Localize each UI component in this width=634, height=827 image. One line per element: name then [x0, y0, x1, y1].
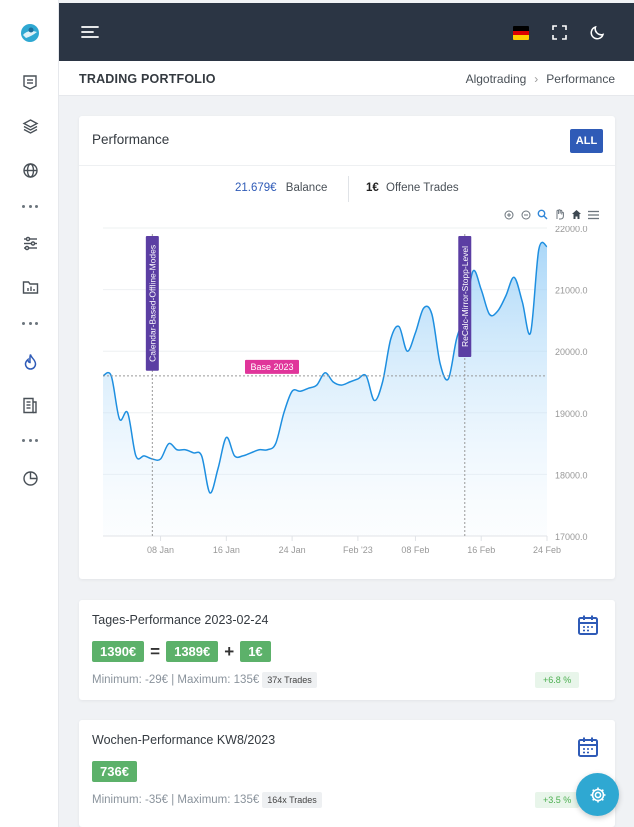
y-tick-label: 18000.0 [555, 470, 588, 480]
daily-minmax-row: Minimum: -29€ | Maximum: 135€ 37x Trades [92, 672, 317, 688]
x-tick-label: 16 Jan [213, 545, 240, 555]
calendar-icon[interactable] [577, 614, 599, 641]
balance-value: 21.679€ [235, 182, 277, 194]
card-divider [79, 165, 615, 166]
y-tick-label: 17000.0 [555, 532, 588, 542]
breadcrumb-item-performance: Performance [546, 72, 615, 86]
breadcrumb-separator: › [534, 72, 539, 86]
balance-label: Balance [285, 182, 328, 194]
annotation-label-box [145, 236, 159, 371]
layers-icon[interactable] [19, 115, 41, 137]
all-range-button[interactable]: ALL [570, 129, 603, 153]
weekly-minmax-text: Minimum: -35€ | Maximum: 135€ [92, 794, 260, 806]
base-label: Base 2023 [250, 362, 293, 372]
selection-zoom-icon[interactable] [537, 209, 548, 220]
annotation-label: ReCalc-Mirror-Stopp-Level [460, 246, 470, 347]
section-divider-dots [22, 320, 38, 326]
series-line [102, 241, 548, 494]
performance-card: Performance ALL 21.679€ Balance 1€ Offen… [79, 116, 615, 579]
weekly-performance-equation: 736€ [92, 761, 137, 782]
settings-fab-button[interactable] [576, 773, 619, 816]
performance-card-title: Performance [92, 132, 170, 147]
x-tick-label: 08 Jan [147, 545, 174, 555]
weekly-performance-title: Wochen-Performance KW8/2023 [92, 733, 276, 747]
page-title: TRADING PORTFOLIO [79, 72, 216, 86]
x-tick-label: Feb '23 [343, 545, 373, 555]
globe-icon[interactable] [19, 159, 41, 181]
y-tick-label: 21000.0 [555, 286, 588, 296]
breadcrumb-item-algotrading[interactable]: Algotrading [465, 72, 527, 86]
fullscreen-icon[interactable] [552, 25, 567, 45]
daily-trades-pill: 37x Trades [262, 672, 317, 688]
chart-menu-icon[interactable] [588, 209, 599, 220]
pie-chart-icon[interactable] [19, 467, 41, 489]
stat-divider [348, 176, 349, 202]
base-label-box [245, 359, 299, 374]
performance-chart: 22000.0 21000.0 20000.0 19000.0 18000.0 17000… [102, 226, 588, 555]
zoom-out-icon[interactable] [520, 209, 531, 220]
section-divider-dots [22, 437, 38, 443]
dark-mode-moon-icon[interactable] [590, 24, 606, 45]
folder-chart-icon[interactable] [19, 276, 41, 298]
x-tick-label: 24 Jan [279, 545, 306, 555]
weekly-total-badge: 736€ [92, 761, 137, 782]
pan-hand-icon[interactable] [554, 209, 565, 220]
y-tick-label: 19000.0 [555, 409, 588, 419]
daily-closed-badge: 1389€ [166, 641, 219, 662]
dashboard-icon[interactable] [19, 71, 41, 93]
open-trades-label: Offene Trades [386, 182, 459, 194]
flame-icon[interactable] [19, 350, 41, 372]
breadcrumb: Algotrading › Performance [466, 72, 615, 86]
y-tick-label: 20000.0 [555, 347, 588, 357]
daily-performance-card: Tages-Performance 2023-02-24 1390€ = 138… [79, 600, 615, 700]
calendar-icon[interactable] [577, 736, 599, 763]
daily-open-badge: 1€ [240, 641, 271, 662]
report-icon[interactable] [19, 394, 41, 416]
annotation-label-box [458, 236, 472, 357]
weekly-trades-pill: 164x Trades [262, 792, 322, 808]
daily-minmax-text: Minimum: -29€ | Maximum: 135€ [92, 674, 260, 686]
x-tick-label: 24 Feb [533, 545, 561, 555]
open-trades-value: 1€ [366, 182, 379, 194]
section-divider-dots [22, 203, 38, 209]
zoom-in-icon[interactable] [503, 209, 514, 220]
x-tick-label: 08 Feb [401, 545, 429, 555]
chart-toolbar [503, 209, 599, 220]
app-logo-icon[interactable] [19, 22, 41, 44]
annotation-label: Calendar-Based-Offline-Modes [147, 245, 157, 362]
top-navbar [59, 3, 634, 61]
x-tick-label: 16 Feb [467, 545, 495, 555]
reset-home-icon[interactable] [571, 209, 582, 220]
weekly-percent-badge: +3.5 % [535, 792, 580, 808]
equals-sign: = [150, 641, 161, 661]
menu-toggle-icon[interactable] [81, 25, 99, 44]
weekly-minmax-row: Minimum: -35€ | Maximum: 135€ 164x Trade… [92, 792, 322, 808]
daily-total-badge: 1390€ [92, 641, 145, 662]
german-flag-icon[interactable] [513, 26, 529, 40]
balance-stat: 21.679€ Balance [235, 182, 327, 194]
daily-performance-equation: 1390€ = 1389€ + 1€ [92, 641, 271, 662]
daily-performance-title: Tages-Performance 2023-02-24 [92, 613, 269, 627]
sliders-icon[interactable] [19, 232, 41, 254]
settings-gear-icon [590, 787, 605, 802]
daily-percent-badge: +6.8 % [535, 672, 580, 688]
plus-sign: + [224, 641, 235, 661]
sidebar [0, 0, 59, 827]
page-header: TRADING PORTFOLIO Algotrading › Performa… [59, 61, 634, 96]
open-trades-stat: 1€ Offene Trades [366, 182, 459, 194]
area-fill [103, 242, 547, 536]
weekly-performance-card: Wochen-Performance KW8/2023 736€ Minimum… [79, 720, 615, 827]
y-tick-label: 22000.0 [555, 226, 588, 234]
